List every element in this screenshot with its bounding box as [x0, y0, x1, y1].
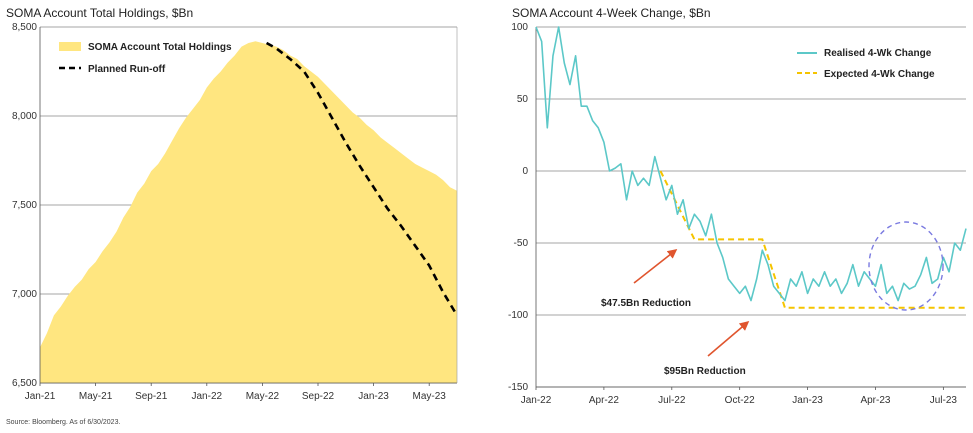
annotation-arrow-95 — [707, 320, 750, 357]
x-tick-label: Jul-22 — [658, 395, 686, 406]
annotation-arrow-47 — [633, 249, 678, 284]
annotation-label-47: $47.5Bn Reduction — [601, 298, 691, 309]
x-tick-label: Jan-23 — [792, 395, 823, 406]
series-line-runoff — [265, 41, 459, 317]
series-area-holdings — [40, 41, 457, 384]
y-tick-label: 7,000 — [12, 289, 37, 300]
y-tick-label: -150 — [508, 382, 528, 393]
x-tick-label: Jul-23 — [930, 395, 958, 406]
series-line-realised — [535, 26, 967, 302]
y-tick-label: 8,000 — [12, 111, 37, 122]
x-tick-label: Apr-22 — [589, 395, 619, 406]
y-tick-label: 7,500 — [12, 200, 37, 211]
x-tick-label: Jan-23 — [358, 391, 389, 402]
legend-label-realised: Realised 4-Wk Change — [824, 48, 932, 59]
y-tick-label: 50 — [517, 94, 529, 105]
y-tick-label: 100 — [511, 22, 528, 33]
x-tick-label: Apr-23 — [860, 395, 890, 406]
y-tick-label: 8,500 — [12, 22, 37, 33]
x-tick-label: May-21 — [79, 391, 113, 402]
source-note: Source: Bloomberg. As of 6/30/2023. — [6, 419, 121, 426]
legend-label-holdings: SOMA Account Total Holdings — [88, 42, 232, 53]
x-tick-label: Jan-21 — [25, 391, 56, 402]
chart-title-right: SOMA Account 4-Week Change, $Bn — [512, 6, 711, 20]
legend-label-expected: Expected 4-Wk Change — [824, 69, 935, 80]
annotation-label-95: $95Bn Reduction — [664, 366, 746, 377]
x-tick-label: May-23 — [413, 391, 447, 402]
change-chart: -150 -100 -50 0 50 100 Jan-22 Apr-22 Jul-22 Oct-2… — [508, 22, 967, 406]
y-tick-label: 6,500 — [12, 378, 37, 389]
holdings-chart: 6,500 7,000 7,500 8,000 8,500 Jan-21 May-21 Sep… — [12, 22, 459, 402]
x-tick-label: Sep-21 — [135, 391, 168, 402]
chart-title-left: SOMA Account Total Holdings, $Bn — [6, 6, 194, 20]
x-tick-label: May-22 — [246, 391, 280, 402]
series-line-expected — [659, 170, 966, 309]
y-tick-label: -50 — [514, 238, 529, 249]
y-tick-label: -100 — [508, 310, 528, 321]
x-tick-label: Oct-22 — [725, 395, 755, 406]
x-tick-label: Sep-22 — [302, 391, 335, 402]
x-tick-label: Jan-22 — [521, 395, 552, 406]
y-tick-label: 0 — [522, 166, 528, 177]
legend-swatch-holdings — [59, 42, 81, 51]
legend-label-runoff: Planned Run-off — [88, 64, 166, 75]
highlight-circle — [868, 221, 944, 311]
x-tick-label: Jan-22 — [192, 391, 223, 402]
